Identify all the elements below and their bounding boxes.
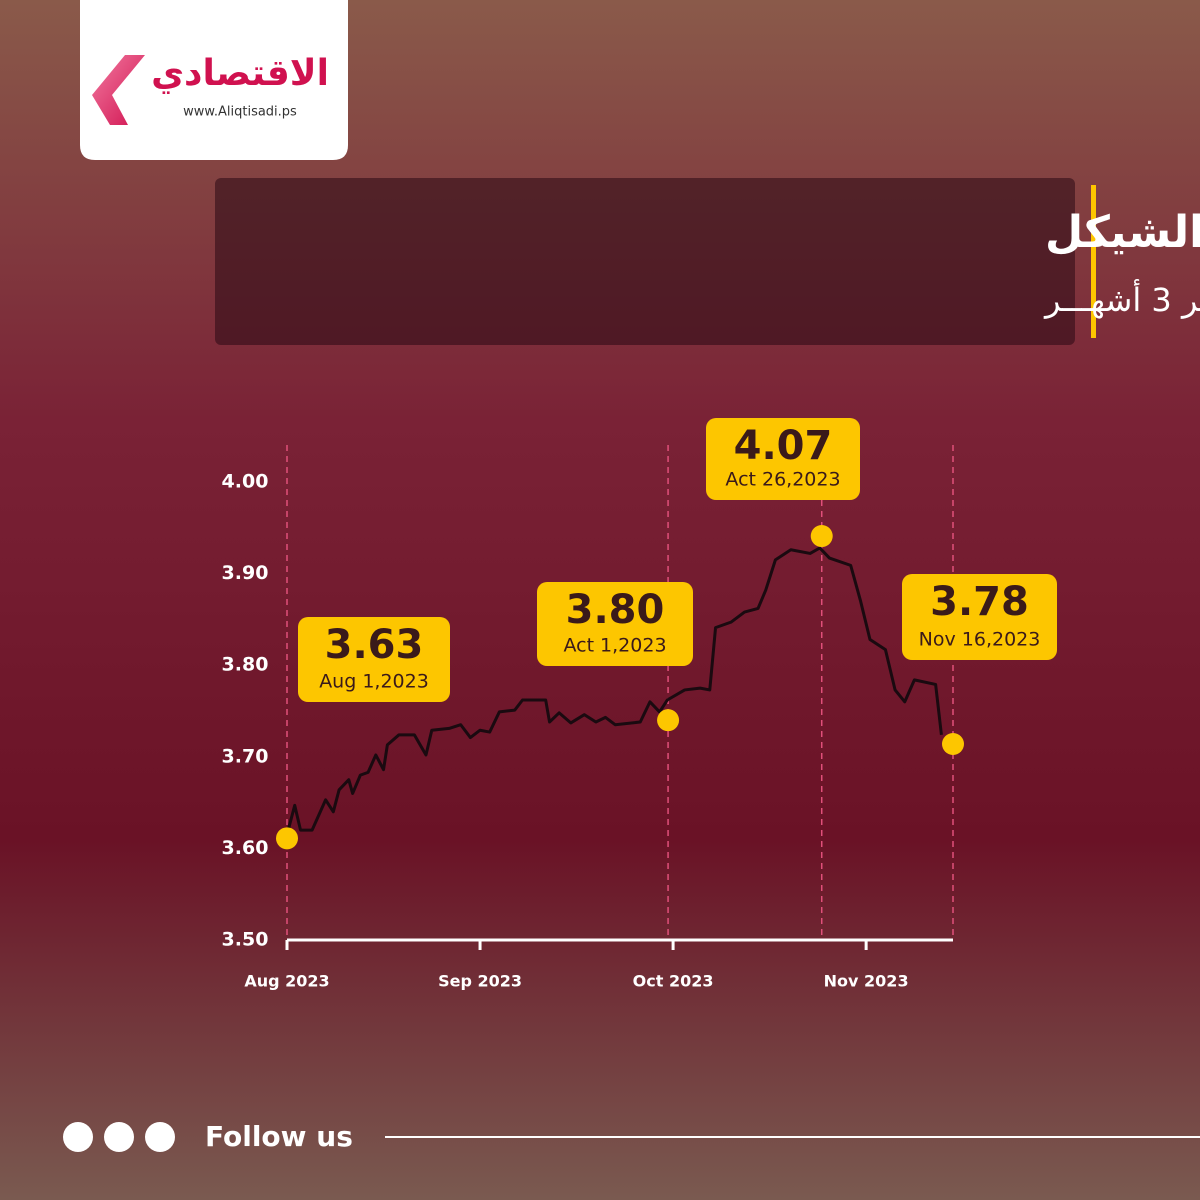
logo-url: www.Aliqtisadi.ps xyxy=(183,105,297,120)
logo-icon xyxy=(92,55,145,125)
chart-subtitle: آخــر 3 أشهـــر xyxy=(1043,279,1200,319)
y-tick-label: 3.90 xyxy=(222,562,269,584)
chart-title: سعر صرف الدولار أمام الشيكل xyxy=(1045,203,1200,258)
callout-box xyxy=(298,617,450,702)
callout-box xyxy=(537,582,693,666)
y-tick-label: 3.60 xyxy=(222,837,269,859)
point xyxy=(942,732,964,755)
callout-date: Aug 1,2023 xyxy=(319,671,429,693)
callout-date: Nov 16,2023 xyxy=(919,629,1041,651)
facebook-icon[interactable] xyxy=(104,1122,134,1152)
logo-box xyxy=(80,0,348,160)
callout-date: Act 26,2023 xyxy=(725,469,840,491)
y-tick-label: 3.80 xyxy=(222,654,269,676)
x-tick-label: Oct 2023 xyxy=(633,972,714,991)
callout-value: 4.07 xyxy=(734,423,833,469)
callout-box xyxy=(706,418,860,500)
instagram-icon[interactable] xyxy=(63,1122,93,1152)
x-tick-label: Sep 2023 xyxy=(438,972,522,991)
x-tick-label: Nov 2023 xyxy=(824,972,909,991)
title-box xyxy=(215,178,1075,345)
callout-date: Act 1,2023 xyxy=(563,635,666,657)
callout-box xyxy=(902,574,1057,660)
price-line xyxy=(285,546,943,836)
point xyxy=(810,525,833,548)
footer: Follow us xyxy=(63,1120,1200,1153)
title-bar xyxy=(1091,185,1096,338)
callout-value: 3.80 xyxy=(566,587,665,633)
y-tick-label: 4.00 xyxy=(222,471,269,493)
callout-value: 3.63 xyxy=(325,622,424,668)
point xyxy=(657,709,680,732)
y-tick-label: 3.70 xyxy=(222,745,269,767)
x-tick-label: Aug 2023 xyxy=(244,972,329,991)
y-tick-label: 3.50 xyxy=(222,929,269,951)
logo-text: الاقتصادي xyxy=(151,53,329,94)
follow-text: Follow us xyxy=(205,1120,353,1153)
point xyxy=(276,827,298,850)
linkedin-icon[interactable] xyxy=(145,1122,175,1152)
callout-value: 3.78 xyxy=(930,579,1029,625)
